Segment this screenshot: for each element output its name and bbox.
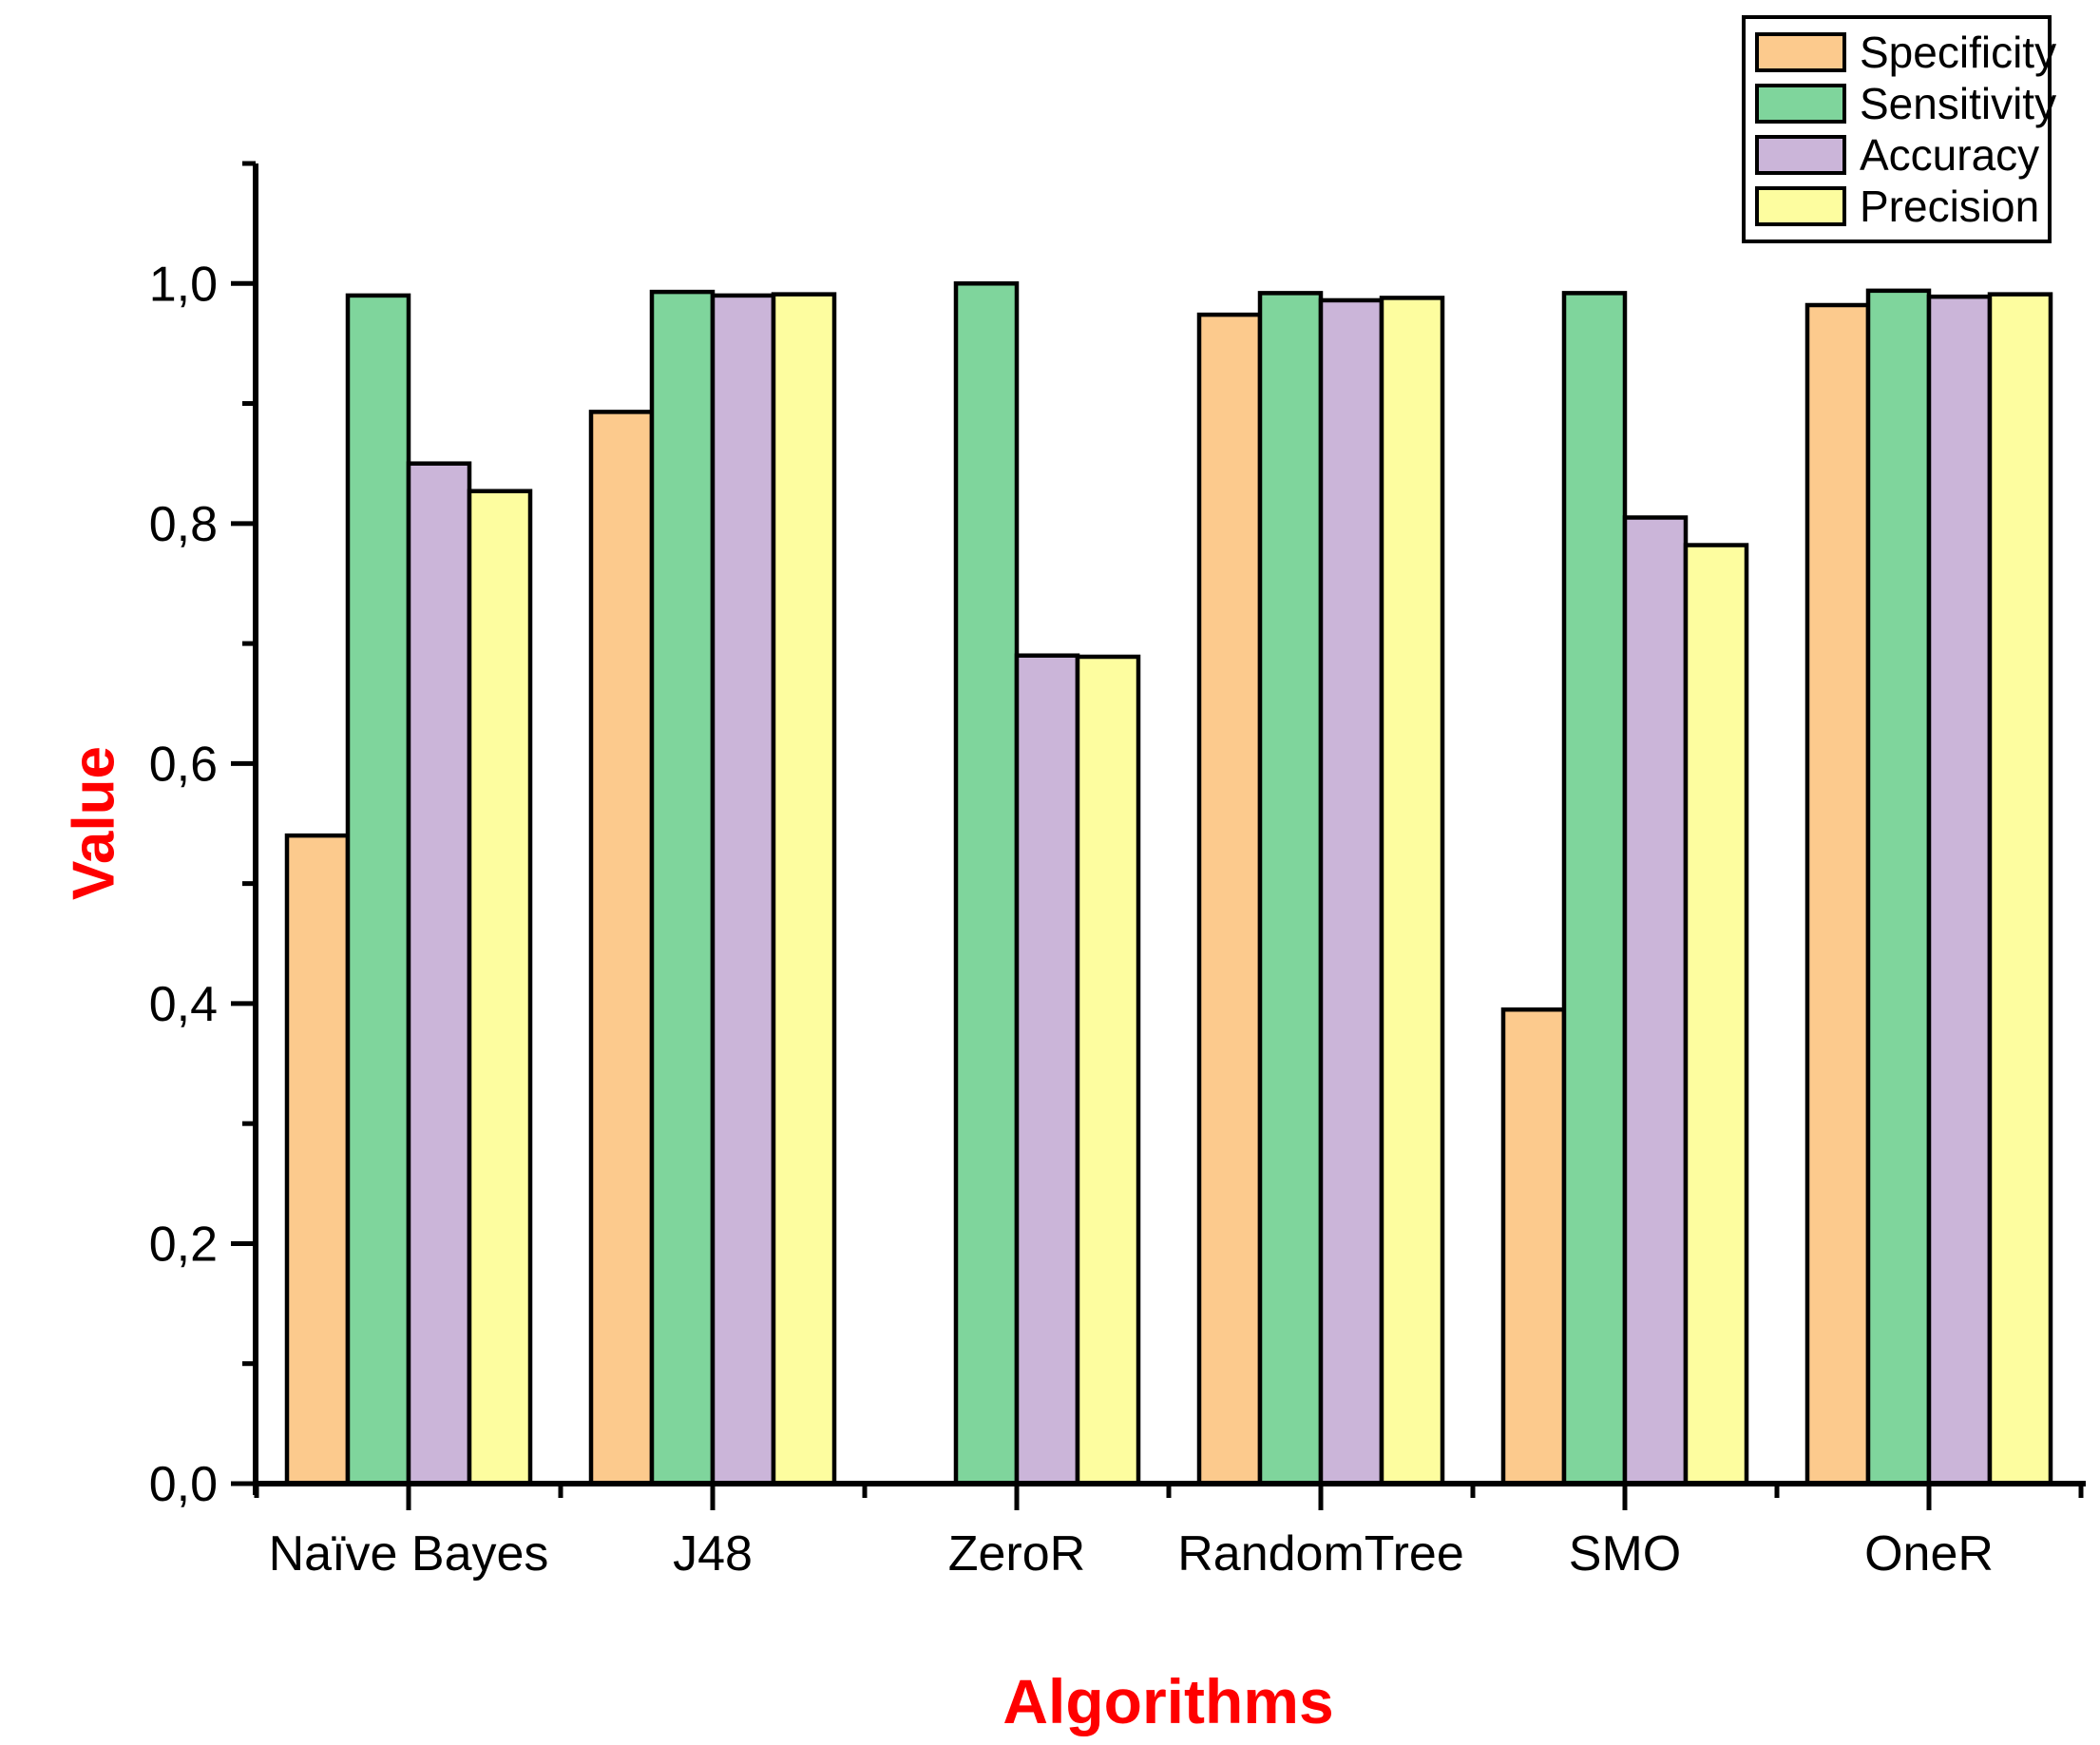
y-tick-label: 0,8	[149, 497, 218, 552]
y-tick-label: 0,6	[149, 737, 218, 792]
y-tick-label: 0,4	[149, 977, 218, 1032]
bar-randomtree-specificity	[1196, 312, 1263, 1486]
legend-label: Sensitivity	[1860, 79, 2057, 128]
bar-randomtree-sensitivity	[1257, 291, 1324, 1486]
bar-naïve-bayes-precision	[467, 489, 533, 1486]
bar-randomtree-precision	[1379, 296, 1445, 1486]
legend-item-precision: Precision	[1755, 181, 2042, 232]
x-tick-label: Naïve Bayes	[269, 1526, 549, 1582]
x-tick-label: OneR	[1864, 1526, 1994, 1582]
x-axis-title: Algorithms	[1002, 1666, 1334, 1736]
bar-smo-precision	[1683, 543, 1749, 1486]
legend-item-specificity: Specificity	[1755, 27, 2056, 78]
bar-zeror-precision	[1075, 654, 1141, 1486]
bar-oner-precision	[1987, 292, 2053, 1486]
y-tick-label: 0,2	[149, 1217, 218, 1272]
bar-smo-accuracy	[1622, 515, 1689, 1486]
bar-zeror-accuracy	[1014, 653, 1080, 1486]
bar-smo-sensitivity	[1561, 291, 1628, 1486]
bar-naïve-bayes-accuracy	[406, 461, 472, 1486]
x-tick-label: SMO	[1569, 1526, 1681, 1582]
legend-label: Specificity	[1860, 28, 2057, 77]
bar-naïve-bayes-sensitivity	[345, 293, 411, 1486]
legend-swatch-specificity	[1755, 32, 1846, 72]
legend-label: Accuracy	[1860, 130, 2040, 180]
bar-j48-specificity	[588, 410, 655, 1486]
legend-swatch-sensitivity	[1755, 84, 1846, 124]
bar-j48-sensitivity	[649, 289, 716, 1486]
y-tick-label: 1,0	[149, 257, 218, 312]
legend-swatch-accuracy	[1755, 135, 1846, 175]
bar-zeror-sensitivity	[953, 281, 1020, 1486]
bar-j48-precision	[771, 292, 837, 1486]
y-axis-title: Value	[61, 746, 127, 900]
bar-randomtree-accuracy	[1318, 297, 1384, 1486]
legend: Specificity Sensitivity Accuracy Precision	[1742, 15, 2056, 243]
bar-oner-specificity	[1804, 302, 1871, 1486]
y-tick-label: 0,0	[149, 1457, 218, 1512]
legend-item-sensitivity: Sensitivity	[1755, 78, 2056, 129]
x-tick-label: ZeroR	[948, 1526, 1085, 1582]
bar-oner-sensitivity	[1865, 288, 1932, 1486]
bar-oner-accuracy	[1926, 294, 1993, 1486]
x-tick-label: J48	[673, 1526, 753, 1582]
bar-j48-accuracy	[710, 293, 776, 1486]
legend-label: Precision	[1860, 182, 2040, 231]
x-tick-label: RandomTree	[1177, 1526, 1464, 1582]
legend-swatch-precision	[1755, 186, 1846, 226]
bar-naïve-bayes-specificity	[284, 833, 351, 1486]
bar-smo-specificity	[1500, 1007, 1567, 1486]
legend-item-accuracy: Accuracy	[1755, 129, 2042, 181]
